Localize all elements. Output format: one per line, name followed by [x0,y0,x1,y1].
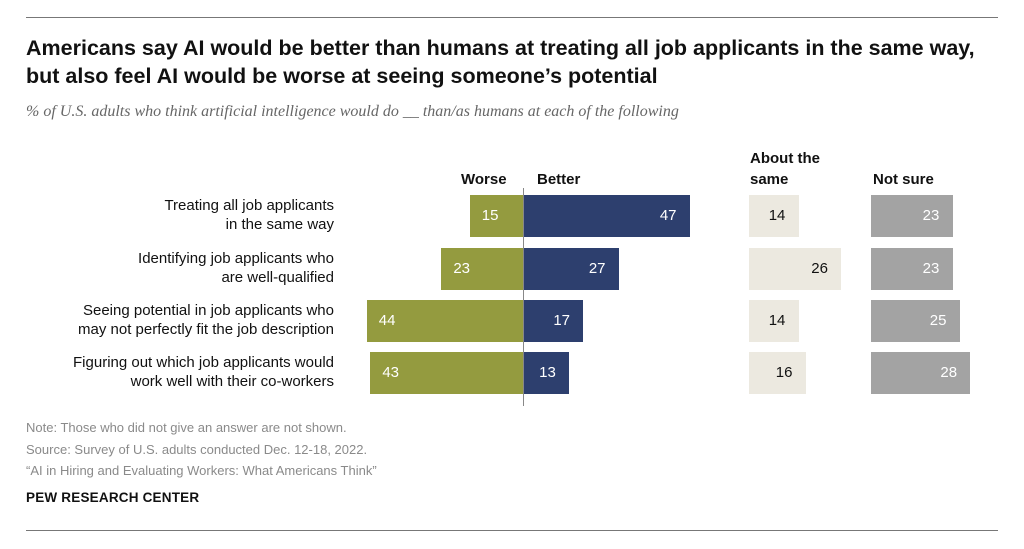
value-label-not-sure: 25 [929,312,947,329]
bar-better [523,300,584,342]
value-label-not-sure: 23 [922,260,940,277]
header-better: Better [537,171,581,188]
bar-better [523,248,619,290]
row-label: Identifying job applicants who [138,250,334,267]
value-label-better: 13 [539,364,556,381]
row-label: Seeing potential in job applicants who [82,302,334,319]
bar-worse [441,248,523,290]
value-label-about-same: 16 [775,364,793,381]
bar-not-sure [871,300,960,342]
value-label-worse: 23 [453,260,471,277]
value-label-not-sure: 23 [922,207,940,224]
bar-not-sure [871,248,953,290]
bar-not-sure [871,352,971,394]
value-label-worse: 44 [378,312,396,329]
header-about-same-line2: same [750,171,789,188]
value-label-about-same: 14 [768,207,786,224]
bar-worse [370,352,523,394]
row-label: Treating all job applicants [164,197,334,214]
value-label-about-same: 26 [811,260,828,277]
zero-axis-line [523,188,524,406]
row-label: Figuring out which job applicants would [73,354,334,371]
value-label-better: 47 [659,207,677,224]
chart-subtitle: % of U.S. adults who think artificial in… [26,103,679,120]
bar-better [523,195,690,237]
value-label-better: 27 [588,260,606,277]
report-text: “AI in Hiring and Evaluating Workers: Wh… [26,463,377,478]
bottom-rule [26,530,998,531]
value-label-better: 17 [553,312,571,329]
header-worse: Worse [461,171,507,188]
bar-about-same [749,300,799,342]
value-label-about-same: 14 [768,312,786,329]
source-text: Source: Survey of U.S. adults conducted … [26,442,368,457]
row-label: may not perfectly fit the job descriptio… [78,321,334,338]
bar-worse [366,300,523,342]
top-rule [26,17,998,18]
header-about-same-line1: About the [750,150,820,167]
value-label-worse: 43 [382,364,400,381]
bar-better [523,352,570,394]
row-label: work well with their co-workers [130,373,334,390]
row-label: in the same way [225,216,334,233]
value-label-worse: 15 [481,207,499,224]
chart-title: Americans say AI would be better than hu… [26,36,975,88]
pew-logo-text: PEW RESEARCH CENTER [26,490,200,505]
bar-about-same [749,248,842,290]
note-text: Note: Those who did not give an answer a… [26,420,347,435]
header-not-sure: Not sure [873,171,934,188]
bar-not-sure [871,195,953,237]
bar-worse [469,195,523,237]
value-label-not-sure: 28 [940,364,958,381]
bar-about-same [749,352,806,394]
row-label: are well-qualified [221,269,334,286]
bar-about-same [749,195,799,237]
